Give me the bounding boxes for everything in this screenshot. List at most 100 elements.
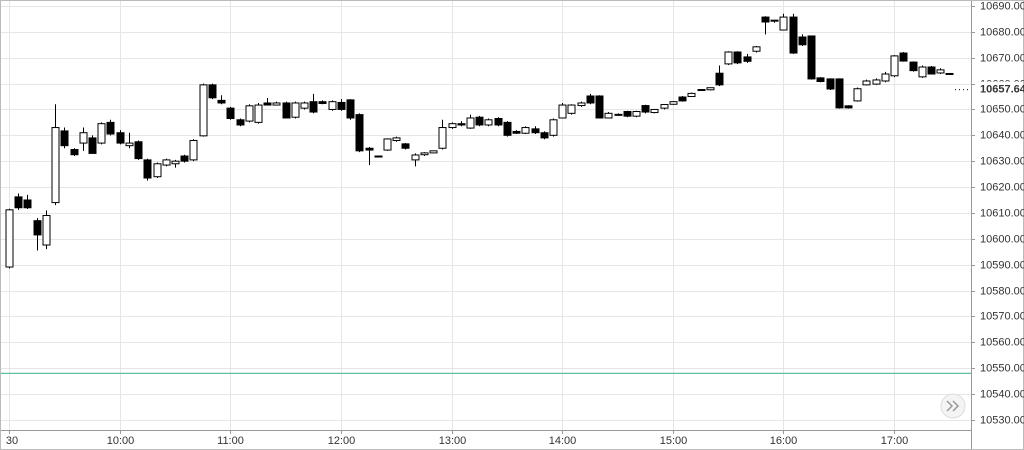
candle-body bbox=[291, 102, 300, 118]
candle-body bbox=[733, 51, 742, 64]
y-tick-label: 10540.00 bbox=[980, 388, 1024, 400]
candle-body bbox=[660, 104, 669, 109]
candle-body bbox=[577, 102, 586, 107]
candle-body bbox=[42, 215, 51, 246]
candle-body bbox=[918, 66, 927, 78]
candle-body bbox=[337, 101, 346, 110]
candle-body bbox=[272, 102, 281, 106]
candle-body bbox=[33, 220, 42, 236]
candle-body bbox=[374, 155, 383, 158]
candle-body bbox=[706, 87, 715, 91]
candle-body bbox=[429, 150, 438, 154]
candle-body bbox=[171, 160, 180, 165]
candle-body bbox=[614, 113, 623, 116]
candle-body bbox=[890, 55, 899, 77]
candle-body bbox=[60, 130, 69, 147]
x-tick-label: 14:00 bbox=[549, 435, 577, 447]
candle-body bbox=[88, 137, 97, 154]
candle-body bbox=[789, 16, 798, 54]
candle-body bbox=[623, 111, 632, 117]
candle-body bbox=[5, 209, 14, 268]
x-tick-label: 15:00 bbox=[660, 435, 688, 447]
candle-body bbox=[549, 119, 558, 136]
candle-body bbox=[779, 16, 788, 31]
candle-body bbox=[14, 196, 23, 209]
candle-body bbox=[558, 104, 567, 119]
candle-body bbox=[761, 16, 770, 23]
candle-body bbox=[521, 127, 530, 134]
candle-body bbox=[226, 107, 235, 119]
y-tick-label: 10580.00 bbox=[980, 285, 1024, 297]
y-tick-label: 10640.00 bbox=[980, 129, 1024, 141]
y-tick-label: 10680.00 bbox=[980, 26, 1024, 38]
candle-body bbox=[282, 102, 291, 119]
y-tick-label: 10630.00 bbox=[980, 155, 1024, 167]
x-tick-label: 10:00 bbox=[107, 435, 135, 447]
candle-body bbox=[300, 102, 309, 109]
candle-body bbox=[715, 72, 724, 86]
scroll-button[interactable] bbox=[940, 393, 966, 419]
candle-body bbox=[346, 99, 355, 119]
candle-body bbox=[79, 132, 88, 144]
candle-body bbox=[328, 101, 337, 110]
candle-body bbox=[438, 127, 447, 149]
x-tick-label: 30 bbox=[6, 435, 18, 447]
candle-body bbox=[743, 56, 752, 62]
last-price-box bbox=[975, 81, 1023, 98]
y-tick-label: 10600.00 bbox=[980, 233, 1024, 245]
candle-body bbox=[401, 143, 410, 149]
y-tick-label: 10650.00 bbox=[980, 103, 1024, 115]
candle-body bbox=[927, 66, 936, 75]
x-tick-label: 11:00 bbox=[217, 435, 244, 447]
candle-body bbox=[826, 78, 835, 90]
candle-body bbox=[125, 142, 134, 147]
candle-body bbox=[844, 105, 853, 109]
candle-body bbox=[263, 102, 272, 106]
candle-body bbox=[457, 123, 466, 126]
candle-body bbox=[798, 36, 807, 46]
candle-body bbox=[97, 123, 106, 144]
candle-body bbox=[872, 79, 881, 85]
scroll-button-icon bbox=[946, 400, 960, 412]
x-tick-label: 12:00 bbox=[328, 435, 356, 447]
plot bbox=[0, 13, 971, 374]
candle-body bbox=[318, 101, 327, 104]
x-tick-label: 17:00 bbox=[881, 435, 909, 447]
candle-body bbox=[862, 80, 871, 86]
candle-body bbox=[936, 69, 945, 74]
y-tick-label: 10590.00 bbox=[980, 259, 1024, 271]
candle-body bbox=[355, 114, 364, 152]
candle-body bbox=[51, 127, 60, 204]
candle-body bbox=[134, 141, 143, 160]
candle-body bbox=[567, 104, 576, 114]
y-tick-label: 10610.00 bbox=[980, 207, 1024, 219]
candle-body bbox=[153, 163, 162, 178]
candle-body bbox=[23, 199, 32, 209]
candle-body bbox=[697, 89, 706, 92]
last-price-label: 10657.64 bbox=[980, 84, 1024, 96]
candle-body bbox=[512, 130, 521, 134]
x-tick-label: 16:00 bbox=[770, 435, 798, 447]
candle-body bbox=[494, 117, 503, 126]
candle-body bbox=[383, 138, 392, 151]
candle-body bbox=[475, 116, 484, 126]
y-tick-label: 10550.00 bbox=[980, 362, 1024, 374]
candle-body bbox=[807, 35, 816, 80]
candle-body bbox=[106, 121, 115, 135]
candle-body bbox=[853, 88, 862, 102]
candle-body bbox=[945, 72, 954, 75]
candle-body bbox=[531, 128, 540, 134]
candle-body bbox=[199, 84, 208, 137]
candle-body bbox=[641, 105, 650, 113]
x-tick-label: 13:00 bbox=[439, 435, 467, 447]
candle-body bbox=[254, 104, 263, 123]
candle-body bbox=[180, 155, 189, 162]
candle-body bbox=[632, 111, 641, 117]
candle-body bbox=[595, 95, 604, 119]
candle-body bbox=[448, 123, 457, 129]
y-tick-label: 10690.00 bbox=[980, 0, 1024, 12]
candle-body bbox=[604, 112, 613, 119]
candle-body bbox=[70, 149, 79, 156]
y-tick-label: 10620.00 bbox=[980, 181, 1024, 193]
